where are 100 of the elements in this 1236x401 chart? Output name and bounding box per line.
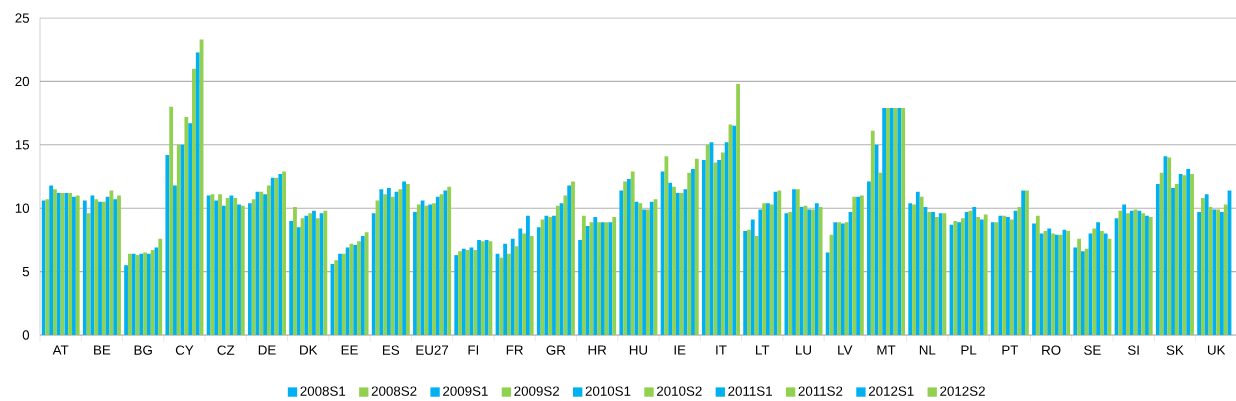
x-tick-label: AT: [52, 345, 69, 355]
bar: [814, 203, 819, 335]
bar: [691, 168, 695, 335]
bar: [1167, 157, 1172, 335]
bar: [259, 191, 264, 335]
bar: [1054, 234, 1059, 335]
bar: [364, 232, 369, 335]
x-tick-label: HU: [629, 345, 648, 355]
legend-label: 2012S2: [940, 386, 985, 396]
x-tick-label: LU: [796, 345, 812, 355]
bar: [825, 252, 830, 335]
bar: [435, 196, 440, 335]
y-tick-label: 15: [15, 140, 30, 150]
bar: [788, 212, 793, 335]
bar: [240, 205, 245, 335]
legend-label: 2008S2: [371, 386, 417, 396]
bar: [1066, 231, 1071, 335]
bar: [432, 203, 436, 335]
bar: [266, 185, 271, 335]
x-tick-label: LT: [756, 345, 770, 355]
bar: [1148, 217, 1153, 335]
y-tick-label: 25: [15, 13, 30, 23]
bar: [957, 222, 961, 335]
bar: [747, 229, 751, 335]
bar: [1174, 184, 1179, 335]
bar: [736, 83, 740, 335]
bar: [499, 257, 504, 335]
bar: [233, 198, 238, 335]
bar: [705, 144, 710, 335]
bar: [901, 108, 906, 335]
bar: [454, 255, 459, 335]
bar: [518, 228, 523, 335]
bar: [338, 253, 342, 335]
bar: [1204, 194, 1209, 335]
bar: [1212, 209, 1217, 335]
bar: [1099, 231, 1104, 335]
y-tick-label: 5: [22, 266, 30, 277]
bar: [45, 199, 50, 335]
bar: [206, 195, 211, 335]
legend-label: 2008S1: [300, 386, 346, 396]
bar: [818, 206, 823, 335]
x-tick-label: EE: [341, 345, 358, 355]
bar: [750, 219, 755, 335]
bar: [1129, 210, 1134, 335]
bar: [357, 241, 361, 335]
bar: [341, 253, 346, 335]
bar: [597, 222, 601, 335]
x-tick-label: LV: [838, 345, 853, 355]
bar: [522, 233, 527, 335]
bar: [593, 217, 598, 335]
bar: [717, 160, 721, 335]
bar: [1051, 233, 1055, 335]
bar: [312, 210, 316, 335]
bar: [480, 241, 485, 335]
bar: [919, 196, 924, 335]
bar: [976, 217, 980, 335]
bar: [82, 200, 87, 335]
bar: [383, 194, 387, 335]
bar: [251, 199, 256, 335]
bar: [619, 190, 624, 335]
bar: [915, 191, 920, 335]
bar: [1047, 228, 1052, 335]
x-tick-label: ES: [382, 345, 400, 355]
bar: [503, 243, 508, 335]
bar: [173, 185, 177, 335]
bar: [165, 154, 170, 335]
x-tick-label: EU27: [416, 345, 449, 355]
bar: [1058, 234, 1063, 335]
bar: [1155, 184, 1160, 335]
bar: [447, 186, 452, 335]
bar: [529, 236, 534, 335]
x-tick-label: BG: [134, 345, 152, 355]
bar: [188, 123, 193, 335]
bar: [1201, 198, 1205, 335]
bar: [75, 195, 80, 335]
bar: [766, 203, 770, 335]
bar: [840, 223, 845, 335]
bar: [998, 215, 1003, 335]
bar: [131, 253, 136, 335]
x-tick-label: IE: [674, 345, 686, 355]
bar: [1084, 248, 1089, 335]
bar: [1178, 173, 1183, 335]
bar: [158, 238, 163, 335]
bar: [889, 108, 894, 335]
bar: [304, 215, 309, 335]
bar: [777, 190, 782, 335]
bar: [536, 227, 541, 335]
bar: [983, 214, 988, 335]
y-tick-label: 0: [22, 330, 30, 340]
x-tick-label: BE: [94, 345, 111, 355]
bar: [72, 196, 76, 335]
bar: [612, 217, 617, 335]
bar: [124, 265, 128, 335]
bar: [371, 213, 376, 335]
bar: [176, 144, 181, 335]
x-tick-label: FR: [506, 345, 523, 355]
bar: [908, 203, 913, 335]
bar: [353, 244, 358, 335]
legend-label: 2012S1: [868, 386, 914, 396]
bar: [638, 203, 643, 335]
